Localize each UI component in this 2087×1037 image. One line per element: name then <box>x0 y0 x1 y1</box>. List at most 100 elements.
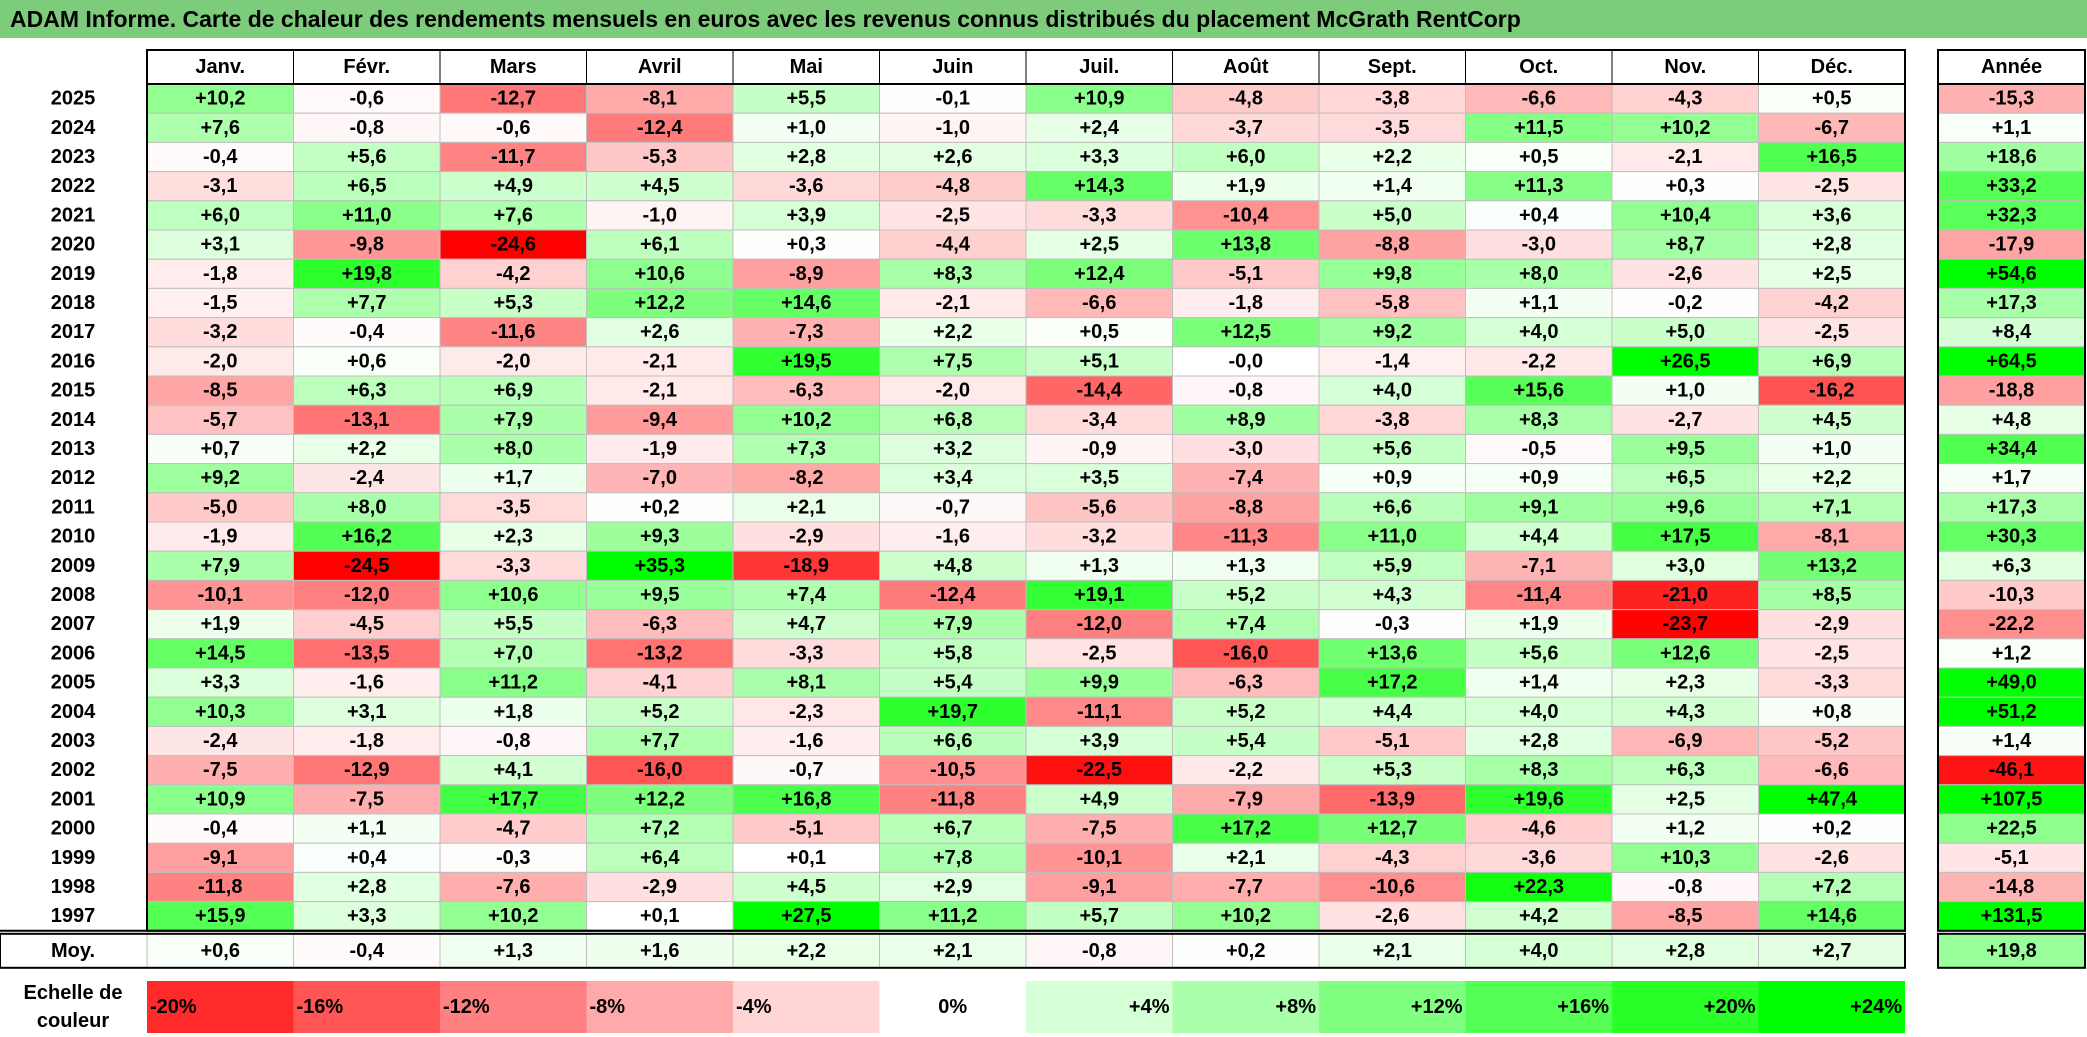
heat-cell <box>1318 317 1466 348</box>
heat-cell-value: -5,2 <box>1815 730 1849 752</box>
heat-cell-value: +2,2 <box>347 438 386 460</box>
heat-cell-value: -0,8 <box>350 117 384 139</box>
heat-cell-value: -6,6 <box>1522 88 1556 110</box>
heat-cell <box>1465 696 1613 727</box>
heat-cell-value: +10,4 <box>1660 204 1711 226</box>
heat-cell-value: +0,3 <box>1666 175 1705 197</box>
row-year-label: 2023 <box>51 146 96 168</box>
heat-cell-value: +26,5 <box>1660 350 1711 372</box>
heat-cell <box>1318 609 1466 640</box>
heat-cell-value: +2,9 <box>933 876 972 898</box>
heat-cell-value: -23,7 <box>1662 613 1708 635</box>
row-year-label: 2013 <box>51 438 96 460</box>
heat-cell <box>1025 463 1173 494</box>
heat-cell-value: +6,4 <box>640 847 680 869</box>
year-total-value: +17,3 <box>1986 292 2037 314</box>
heat-cell-value: +6,9 <box>1812 350 1851 372</box>
heat-cell-value: +5,3 <box>1373 759 1412 781</box>
heat-cell <box>1611 667 1759 698</box>
heat-cell-value: +13,6 <box>1367 642 1418 664</box>
heat-cell-value: +6,6 <box>933 730 972 752</box>
heat-cell-value: +3,3 <box>201 672 240 694</box>
year-total-value: -5,1 <box>1994 847 2028 869</box>
heat-cell-value: +8,0 <box>494 438 533 460</box>
heat-cell <box>1025 141 1173 173</box>
heat-cell-value: +1,8 <box>494 701 533 723</box>
heat-cell-value: +1,1 <box>347 818 386 840</box>
heat-cell <box>732 871 880 903</box>
heat-cell <box>1318 171 1466 202</box>
month-header-3: Mars <box>490 56 537 78</box>
heat-cell <box>1025 901 1173 932</box>
heat-cell <box>439 696 587 727</box>
heat-cell-value: +8,1 <box>787 672 826 694</box>
heat-cell-value: -4,8 <box>1229 88 1263 110</box>
heat-cell <box>1172 579 1320 611</box>
heat-cell-value: +3,3 <box>1080 146 1119 168</box>
heat-cell-value: +19,8 <box>341 263 392 285</box>
year-total-value: -17,9 <box>1989 234 2035 256</box>
heat-cell-value: +0,4 <box>1519 204 1559 226</box>
heat-cell-value: +7,9 <box>933 613 972 635</box>
year-total-cell <box>1937 725 2086 757</box>
row-year-label: 2010 <box>51 526 96 548</box>
heat-cell-value: +2,4 <box>1080 117 1120 139</box>
year-total-value: -46,1 <box>1989 759 2035 781</box>
heat-cell <box>1318 813 1466 844</box>
heat-cell-value: +5,2 <box>1226 701 1265 723</box>
heat-cell <box>1318 200 1466 231</box>
heat-cell-value: +1,3 <box>1080 555 1119 577</box>
heat-cell <box>1465 755 1613 786</box>
average-value: +0,2 <box>1226 940 1265 962</box>
average-cell <box>1025 933 1173 969</box>
heat-cell-value: +17,2 <box>1220 818 1271 840</box>
heat-cell-value: +5,4 <box>933 672 973 694</box>
month-header-6: Juin <box>932 56 973 78</box>
heat-cell <box>1465 842 1613 873</box>
heat-cell-value: -1,5 <box>203 292 237 314</box>
heat-cell <box>879 667 1027 698</box>
heat-cell-value: -16,0 <box>637 759 683 781</box>
heat-cell-value: +8,7 <box>1666 234 1705 256</box>
heat-cell-value: +12,6 <box>1660 642 1711 664</box>
year-total-value: +32,3 <box>1986 204 2037 226</box>
average-total-cell <box>1937 932 2086 969</box>
year-total-value: +22,5 <box>1986 818 2037 840</box>
heat-cell-value: -12,0 <box>344 584 390 606</box>
heat-cell-value: +7,9 <box>201 555 240 577</box>
heat-cell-value: +13,2 <box>1806 555 1857 577</box>
heat-cell-value: -10,6 <box>1369 876 1415 898</box>
heat-cell-value: +7,8 <box>933 847 972 869</box>
heat-cell-value: -7,9 <box>1229 788 1263 810</box>
heat-cell-value: +5,0 <box>1373 204 1412 226</box>
year-total-value: +33,2 <box>1986 175 2037 197</box>
heat-cell-value: -13,2 <box>637 642 683 664</box>
heat-cell-value: +6,8 <box>933 409 972 431</box>
heat-cell <box>293 755 441 786</box>
heat-cell <box>1611 83 1759 114</box>
heat-cell <box>1758 755 1906 786</box>
heat-cell-value: -5,1 <box>1229 263 1263 285</box>
year-total-value: +107,5 <box>1981 788 2043 810</box>
heat-cell-value: +1,9 <box>1226 175 1265 197</box>
heat-cell-value: -2,6 <box>1668 263 1702 285</box>
row-year-label: 2015 <box>51 380 96 402</box>
heat-cell-value: -0,9 <box>1082 438 1116 460</box>
heat-cell <box>1025 433 1173 465</box>
scale-stop-label: -20% <box>150 996 197 1018</box>
heat-cell <box>1611 871 1759 903</box>
heat-cell <box>1318 229 1466 260</box>
scale-swatch <box>147 981 294 1033</box>
heat-cell-value: -11,7 <box>491 146 535 168</box>
heat-cell-value: -7,5 <box>203 759 237 781</box>
heat-cell-value: +1,3 <box>1226 555 1265 577</box>
heat-cell <box>439 638 587 669</box>
heat-cell-value: +0,5 <box>1080 321 1119 343</box>
heat-cell-value: +1,9 <box>201 613 240 635</box>
year-total-value: +18,6 <box>1986 146 2037 168</box>
heat-cell-value: -2,5 <box>1815 642 1849 664</box>
heat-cell <box>293 696 441 727</box>
heat-cell <box>1758 784 1906 815</box>
heat-cell <box>879 433 1027 465</box>
heat-cell-value: -7,3 <box>789 321 823 343</box>
